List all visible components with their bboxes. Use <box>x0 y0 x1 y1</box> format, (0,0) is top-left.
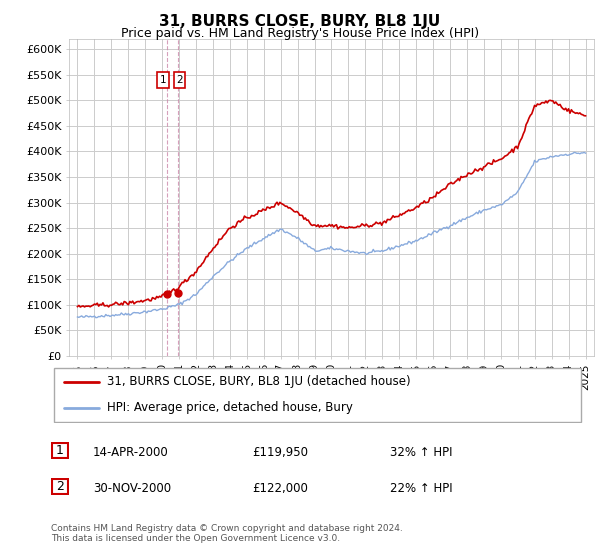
Text: Price paid vs. HM Land Registry's House Price Index (HPI): Price paid vs. HM Land Registry's House … <box>121 27 479 40</box>
Text: 14-APR-2000: 14-APR-2000 <box>93 446 169 459</box>
Text: 30-NOV-2000: 30-NOV-2000 <box>93 482 171 495</box>
FancyBboxPatch shape <box>52 479 68 494</box>
Text: 32% ↑ HPI: 32% ↑ HPI <box>390 446 452 459</box>
Text: £119,950: £119,950 <box>252 446 308 459</box>
Text: 2: 2 <box>176 75 183 85</box>
Text: 1: 1 <box>160 75 167 85</box>
Text: Contains HM Land Registry data © Crown copyright and database right 2024.
This d: Contains HM Land Registry data © Crown c… <box>51 524 403 543</box>
FancyBboxPatch shape <box>52 444 68 458</box>
Text: 22% ↑ HPI: 22% ↑ HPI <box>390 482 452 495</box>
Text: 1: 1 <box>56 444 64 458</box>
FancyBboxPatch shape <box>53 368 581 422</box>
Text: 31, BURRS CLOSE, BURY, BL8 1JU: 31, BURRS CLOSE, BURY, BL8 1JU <box>160 14 440 29</box>
Text: £122,000: £122,000 <box>252 482 308 495</box>
Text: HPI: Average price, detached house, Bury: HPI: Average price, detached house, Bury <box>107 401 353 414</box>
Text: 2: 2 <box>56 480 64 493</box>
Text: 31, BURRS CLOSE, BURY, BL8 1JU (detached house): 31, BURRS CLOSE, BURY, BL8 1JU (detached… <box>107 375 410 389</box>
